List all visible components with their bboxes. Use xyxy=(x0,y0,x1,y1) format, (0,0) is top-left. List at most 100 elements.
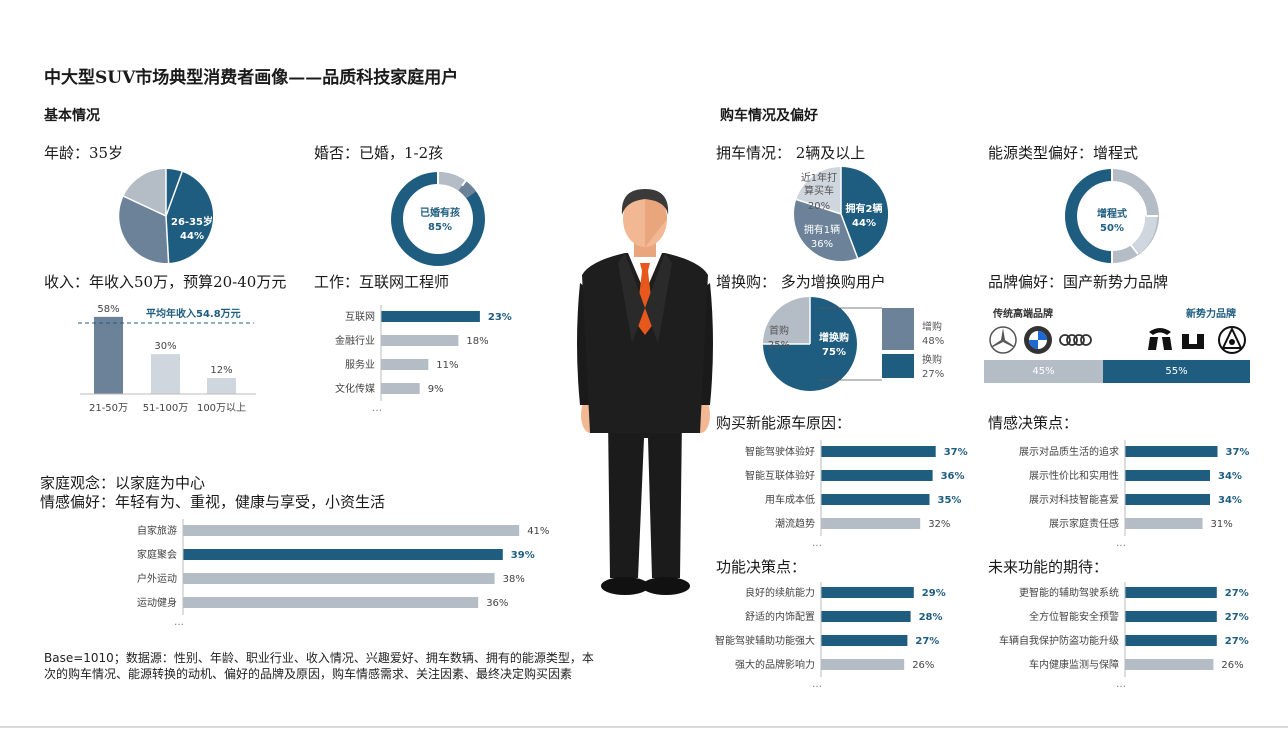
mercedes-logo xyxy=(989,326,1017,354)
function-value-label: 28% xyxy=(919,612,943,623)
emotion-bar xyxy=(1125,470,1210,481)
add-purchase-value: 48% xyxy=(922,336,944,347)
future-category-label: 全方位智能安全预警 xyxy=(1029,610,1119,623)
job-bar xyxy=(381,311,480,322)
marriage-donut-value: 85% xyxy=(428,222,452,233)
nev-category-label: 智能驾驶体验好 xyxy=(745,445,815,458)
first-purchase-label: 首购 xyxy=(769,324,789,337)
job-bar xyxy=(381,335,459,346)
family-bar xyxy=(183,549,503,560)
family-bar xyxy=(183,597,479,608)
section-basic: 基本情况 xyxy=(44,108,100,124)
future-value-label: 27% xyxy=(1225,588,1249,599)
income-bar-chart: 58% 21-50万 30% 51-100万 12% 100万以上 平均年收入54.8万元 xyxy=(78,304,256,414)
future-bar xyxy=(1125,635,1217,646)
average-income-label: 平均年收入54.8万元 xyxy=(146,307,241,320)
function-category-label: 舒适的内饰配置 xyxy=(745,610,815,623)
age-pie-label: 26-35岁 xyxy=(171,215,213,228)
replace-pie-label: 增换购 xyxy=(819,331,849,344)
function-more-indicator: … xyxy=(812,679,822,690)
traditional-brand-bar xyxy=(984,360,1103,383)
suit-jacket xyxy=(582,253,708,433)
li-auto-logo xyxy=(1182,334,1204,349)
first-purchase-slice xyxy=(763,297,810,344)
new-force-brand-label: 新势力品牌 xyxy=(1186,309,1236,320)
swap-purchase-bar xyxy=(882,354,914,378)
function-bar-chart: 良好的续航能力 29% 舒适的内饰配置 28% 智能驾驶辅助功能强大 27% 强大的品牌影响… xyxy=(715,582,946,690)
ownership-label: 拥车情况： 2辆及以上 xyxy=(716,144,866,162)
nev-value-label: 35% xyxy=(938,495,962,506)
function-bar xyxy=(821,659,905,670)
own-one-slice xyxy=(793,199,858,262)
own-two-value: 44% xyxy=(852,218,876,229)
family-bar-chart: 自家旅游 41%家庭聚会 39%户外运动 38%运动健身 36%… xyxy=(137,519,549,628)
income-value-label: 12% xyxy=(210,365,232,376)
own-one-value: 36% xyxy=(811,239,833,250)
future-label: 未来功能的期待： xyxy=(988,558,1109,576)
marriage-ring-light xyxy=(437,171,466,191)
hair xyxy=(621,189,669,215)
function-value-label: 29% xyxy=(922,588,946,599)
emotion-value-label: 31% xyxy=(1211,519,1233,530)
future-more-indicator: … xyxy=(1116,679,1126,690)
age-slice-c xyxy=(123,169,166,216)
marriage-label: 婚否：已婚，1-2孩 xyxy=(314,144,444,162)
right-shoe xyxy=(642,577,690,595)
nev-reasons-bar-chart: 智能驾驶体验好 37%智能互联体验好 36%用车成本低 35%潮流趋势 32%… xyxy=(745,440,968,549)
family-value-label: 38% xyxy=(503,574,525,585)
future-category-label: 车内健康监测与保障 xyxy=(1029,658,1119,671)
future-bar xyxy=(1125,659,1214,670)
nev-category-label: 智能互联体验好 xyxy=(745,469,815,482)
function-category-label: 强大的品牌影响力 xyxy=(735,658,815,671)
future-value-label: 26% xyxy=(1221,660,1243,671)
job-category-label: 服务业 xyxy=(345,358,375,371)
emotion-bar xyxy=(1125,446,1218,457)
function-bar xyxy=(821,635,908,646)
family-value-label: 36% xyxy=(486,598,508,609)
function-value-label: 27% xyxy=(915,636,939,647)
nev-reasons-label: 购买新能源车原因： xyxy=(716,414,852,432)
nev-value-label: 32% xyxy=(928,519,950,530)
family-bar xyxy=(183,525,520,536)
family-bar xyxy=(183,573,495,584)
job-label: 工作：互联网工程师 xyxy=(314,273,450,291)
family-value-label: 41% xyxy=(527,526,549,537)
emotion-category-label: 展示对科技智能喜爱 xyxy=(1029,493,1119,506)
section-purchase: 购车情况及偏好 xyxy=(720,108,818,124)
energy-donut-value: 50% xyxy=(1100,223,1124,234)
job-category-label: 文化传媒 xyxy=(335,382,375,395)
job-bar xyxy=(381,359,429,370)
job-more-indicator: … xyxy=(372,403,382,414)
energy-donut-label: 增程式 xyxy=(1097,207,1127,220)
age-label: 年龄：35岁 xyxy=(44,144,124,162)
replace-label: 增换购： 多为增换购用户 xyxy=(716,273,886,291)
add-purchase-label: 增购 xyxy=(922,320,942,333)
emotion-category-label: 展示性价比和实用性 xyxy=(1029,469,1119,482)
family-category-label: 自家旅游 xyxy=(137,524,177,537)
job-value-label: 23% xyxy=(488,312,512,323)
future-category-label: 车辆自我保护防盗功能升级 xyxy=(999,634,1119,647)
future-category-label: 更智能的辅助驾驶系统 xyxy=(1019,586,1119,599)
function-value-label: 26% xyxy=(912,660,934,671)
new-force-brand-bar xyxy=(1103,360,1250,383)
marriage-ring-mid xyxy=(458,180,477,199)
emotion-category-label: 展示家庭责任感 xyxy=(1049,517,1119,530)
left-shoe xyxy=(601,577,649,595)
energy-ring-main xyxy=(1065,169,1113,263)
brand-logos xyxy=(989,326,1246,354)
function-category-label: 良好的续航能力 xyxy=(745,586,815,599)
new-force-brand-pct: 55% xyxy=(1165,366,1188,377)
future-value-label: 27% xyxy=(1225,612,1249,623)
income-bar xyxy=(207,378,236,394)
family-category-label: 运动健身 xyxy=(137,596,177,609)
marriage-donut-chart: 已婚有孩 85% xyxy=(391,171,485,266)
income-bar xyxy=(94,316,123,394)
income-bar xyxy=(151,354,180,394)
own-plan-label2: 算买车 xyxy=(804,184,834,197)
job-category-label: 互联网 xyxy=(345,311,375,323)
bmw-logo xyxy=(1024,326,1052,354)
brand-label: 品牌偏好：国产新势力品牌 xyxy=(988,273,1169,291)
emotion-bar xyxy=(1125,494,1210,505)
job-category-label: 金融行业 xyxy=(335,334,375,347)
function-bar xyxy=(821,611,911,622)
